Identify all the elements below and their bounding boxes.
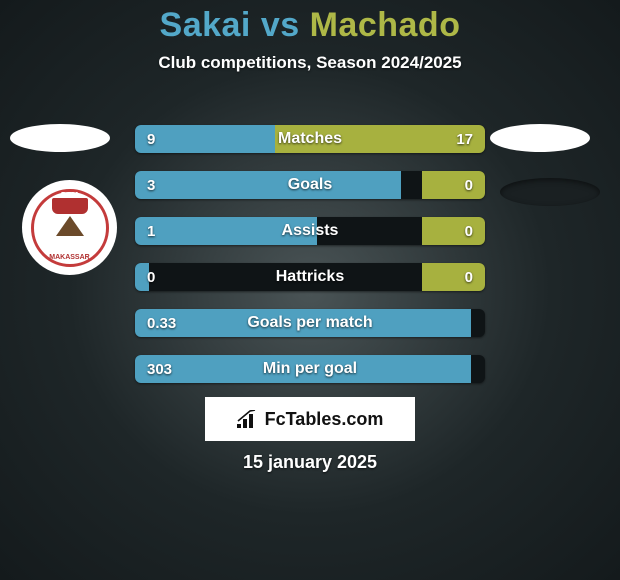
stat-value-left: 1: [135, 217, 167, 245]
stat-label: Matches: [135, 125, 485, 153]
stat-row: Goals3 0: [135, 171, 485, 199]
club-logo-ring: PSM MAKASSAR: [31, 189, 109, 267]
stat-label: Goals: [135, 171, 485, 199]
title-vs: vs: [251, 6, 310, 44]
snapshot-date: 15 january 2025: [0, 452, 620, 473]
left-club-logo: PSM MAKASSAR: [22, 180, 117, 275]
stat-value-right: 17: [444, 125, 485, 153]
right-player-badge: [490, 124, 590, 152]
stat-value-right: 0: [453, 263, 485, 291]
stat-row: Goals per match0.33: [135, 309, 485, 337]
stat-row: Matches9 17: [135, 125, 485, 153]
stat-row: Assists1 0: [135, 217, 485, 245]
stat-value-left: 3: [135, 171, 167, 199]
watermark[interactable]: FcTables.com: [205, 397, 415, 441]
stat-value-left: 9: [135, 125, 167, 153]
right-club-placeholder: [500, 178, 600, 206]
fctables-icon: [237, 410, 259, 428]
stat-value-left: 0: [135, 263, 167, 291]
stat-value-right: 0: [453, 217, 485, 245]
title-right: Machado: [310, 6, 461, 44]
stat-rows: Matches917Goals30Assists10Hattricks00Goa…: [135, 125, 485, 401]
left-player-badge: [10, 124, 110, 152]
stat-value-left: 0.33: [135, 309, 188, 337]
club-fullname: MAKASSAR: [49, 254, 89, 261]
stat-row: Min per goal303: [135, 355, 485, 383]
comparison-card: Sakai vs Machado Club competitions, Seas…: [0, 0, 620, 580]
stat-row: Hattricks0 0: [135, 263, 485, 291]
subtitle: Club competitions, Season 2024/2025: [0, 53, 620, 73]
stat-value-right: 0: [453, 171, 485, 199]
club-shortname: PSM: [61, 191, 78, 200]
title-left: Sakai: [160, 6, 251, 44]
stat-value-left: 303: [135, 355, 184, 383]
stat-label: Min per goal: [135, 355, 485, 383]
watermark-text: FcTables.com: [265, 409, 384, 430]
stat-label: Hattricks: [135, 263, 485, 291]
stat-label: Assists: [135, 217, 485, 245]
page-title: Sakai vs Machado: [0, 0, 620, 45]
